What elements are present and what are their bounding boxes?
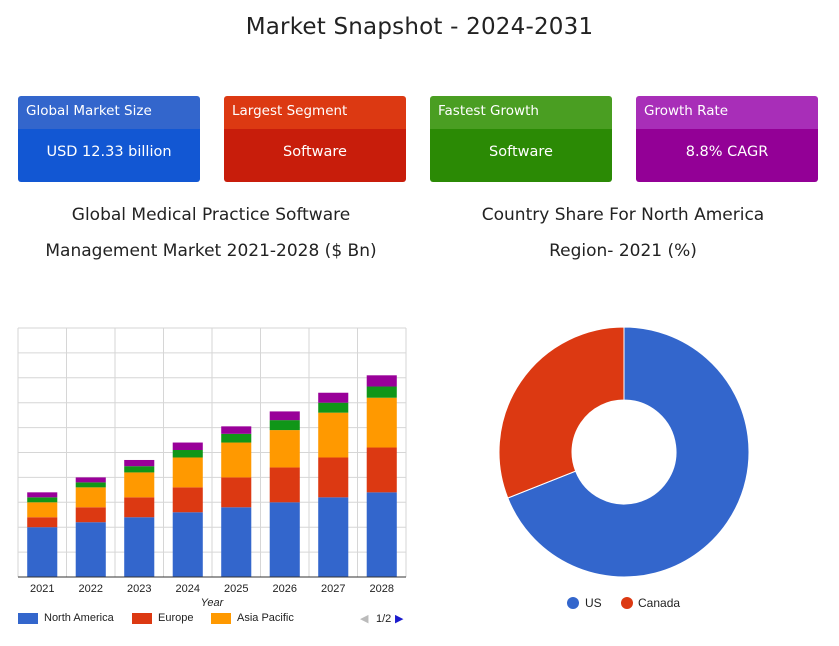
bar-segment xyxy=(221,442,252,478)
card-value: 8.8% CAGR xyxy=(636,129,818,182)
growth-rate-card: Growth Rate 8.8% CAGR xyxy=(636,96,818,182)
bar-segment xyxy=(269,502,300,577)
legend-label: Canada xyxy=(638,596,681,610)
card-value: Software xyxy=(224,129,406,182)
stacked-bar-chart: 2021 2022 2023 2024 2025 2026 2027 2028 Year xyxy=(17,327,407,609)
bar-segment xyxy=(172,457,203,488)
bar-chart-title-line2: Management Market 2021-2028 ($ Bn) xyxy=(45,241,377,261)
x-tick-label: 2028 xyxy=(370,583,394,595)
bar-segment xyxy=(75,477,106,483)
card-value: USD 12.33 billion xyxy=(18,129,200,182)
x-axis-label: Year xyxy=(201,597,225,609)
bar-segment xyxy=(318,392,349,403)
bar-segment xyxy=(366,397,397,448)
bar-segment xyxy=(124,459,155,467)
bar-segment xyxy=(27,497,58,503)
bar-segment xyxy=(27,492,58,498)
pie-chart-title: Country Share For North America Region- … xyxy=(418,197,828,269)
bar-segment xyxy=(269,420,300,431)
bar-segment xyxy=(366,447,397,493)
bar-segment xyxy=(269,467,300,503)
x-tick-label: 2024 xyxy=(176,583,200,595)
bar-segment xyxy=(124,517,155,577)
bar-segment xyxy=(318,457,349,498)
card-label: Largest Segment xyxy=(224,96,406,129)
bar-segment xyxy=(124,466,155,473)
x-tick-label: 2025 xyxy=(224,583,248,595)
card-label: Global Market Size xyxy=(18,96,200,129)
card-value: Software xyxy=(430,129,612,182)
bar-chart-title-line1: Global Medical Practice Software xyxy=(71,205,351,225)
bar-segment xyxy=(172,512,203,577)
legend-dot xyxy=(567,597,579,609)
legend-page-indicator: 1/2 xyxy=(376,613,392,625)
bar-segment xyxy=(172,487,203,513)
largest-segment-card: Largest Segment Software xyxy=(224,96,406,182)
x-tick-label: 2023 xyxy=(127,583,151,595)
bar-segment xyxy=(221,433,252,443)
legend-dot xyxy=(621,597,633,609)
legend-label: Asia Pacific xyxy=(237,612,294,624)
legend-label: US xyxy=(585,596,602,610)
bar-segment xyxy=(27,517,58,528)
bar-segment xyxy=(172,450,203,458)
bar-segment xyxy=(75,482,106,488)
bar-segment xyxy=(75,487,106,508)
card-label: Growth Rate xyxy=(636,96,818,129)
pie-chart-title-line2: Region- 2021 (%) xyxy=(549,241,697,261)
bar-segment xyxy=(75,522,106,577)
legend-swatch xyxy=(132,613,152,624)
legend-prev-icon[interactable]: ◀ xyxy=(360,613,369,625)
bar-segment xyxy=(75,507,106,523)
bar-segment xyxy=(172,442,203,451)
x-tick-label: 2021 xyxy=(30,583,54,595)
pie-chart-title-line1: Country Share For North America xyxy=(481,205,765,225)
bar-segment xyxy=(27,502,58,518)
legend-label: Europe xyxy=(158,612,194,624)
x-tick-label: 2022 xyxy=(79,583,103,595)
bar-segment xyxy=(221,507,252,577)
legend-swatch xyxy=(211,613,231,624)
bar-segment xyxy=(366,386,397,398)
global-market-size-card: Global Market Size USD 12.33 billion xyxy=(18,96,200,182)
legend-next-icon[interactable]: ▶ xyxy=(395,613,404,625)
bar-segment xyxy=(221,477,252,508)
bar-segment xyxy=(318,497,349,577)
page-title: Market Snapshot - 2024-2031 xyxy=(245,14,594,40)
x-tick-label: 2026 xyxy=(273,583,297,595)
donut-slice xyxy=(498,326,625,499)
bar-segment xyxy=(124,472,155,498)
bar-segment xyxy=(221,426,252,434)
legend-label: North America xyxy=(44,612,114,624)
legend-swatch xyxy=(18,613,38,624)
bar-segment xyxy=(124,497,155,518)
card-label: Fastest Growth xyxy=(430,96,612,129)
bar-chart-title: Global Medical Practice Software Managem… xyxy=(0,197,422,269)
bar-segment xyxy=(318,412,349,458)
bar-segment xyxy=(366,492,397,577)
bar-segment xyxy=(366,375,397,387)
donut-slice xyxy=(507,326,750,578)
bar-segment xyxy=(269,430,300,468)
x-tick-label: 2027 xyxy=(321,583,345,595)
bar-segment xyxy=(269,411,300,421)
bar-segment xyxy=(27,527,58,577)
fastest-growth-card: Fastest Growth Software xyxy=(430,96,612,182)
bar-segment xyxy=(318,402,349,413)
